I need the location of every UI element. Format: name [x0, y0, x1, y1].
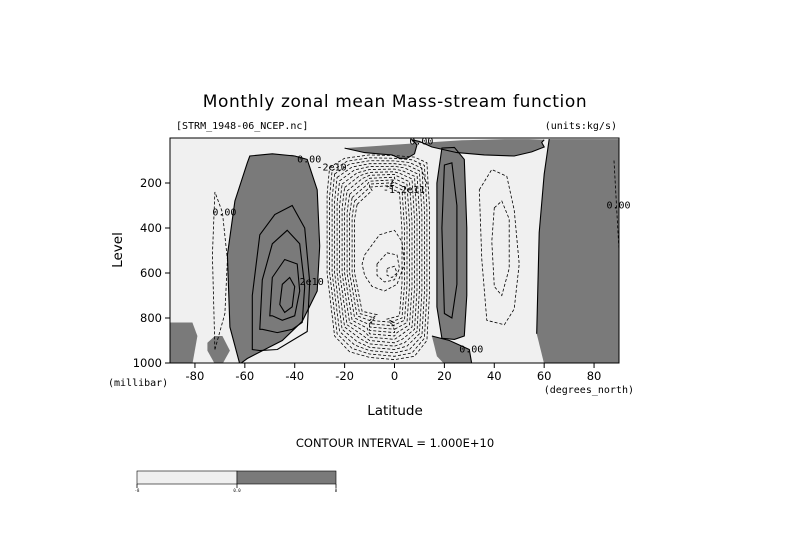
y-tick-label: 200 — [140, 176, 162, 190]
positive-region — [207, 336, 230, 363]
x-tick-label: -20 — [335, 369, 354, 383]
y-tick-label: 600 — [140, 266, 162, 280]
x-tick-label: 0 — [391, 369, 398, 383]
contour-label: 2e10 — [300, 277, 324, 288]
contour-line — [344, 138, 545, 159]
contour-line — [346, 176, 410, 334]
contour-line — [441, 162, 458, 319]
colorbar-negative-swatch — [136, 470, 238, 485]
x-axis-units: (degrees_north) — [544, 385, 634, 396]
positive-region — [556, 221, 575, 352]
units-label: (units:kg/s) — [545, 121, 617, 132]
x-tick-label: 60 — [537, 369, 552, 383]
positive-region — [436, 147, 467, 340]
contour-line — [436, 146, 468, 340]
contour-line — [334, 163, 423, 350]
x-tick-label: -40 — [285, 369, 304, 383]
file-label: [STRM_1948-06_NCEP.nc] — [176, 121, 308, 132]
contour-line — [431, 335, 473, 363]
colorbar-label: 0.0 — [233, 488, 241, 493]
contour-line — [351, 182, 405, 327]
contour-line — [251, 204, 311, 352]
contour-line — [269, 258, 301, 321]
y-axis: 200 400 600 800 1000 — [133, 176, 170, 370]
x-tick-label: -80 — [186, 369, 205, 383]
positive-region — [244, 154, 315, 356]
contour-label: 0.00 — [459, 345, 483, 356]
y-axis-units: (millibar) — [108, 378, 168, 389]
contour-line — [478, 168, 520, 326]
contour-line — [419, 162, 428, 188]
contour-line — [536, 139, 550, 334]
contour-line — [211, 191, 228, 350]
y-tick-label: 400 — [140, 221, 162, 235]
contour-layer — [211, 138, 619, 363]
contour-line — [349, 179, 408, 330]
y-tick-label: 1000 — [133, 356, 162, 370]
x-tick-label: 80 — [587, 369, 602, 383]
x-tick-label: 20 — [437, 369, 452, 383]
colorbar-label: 8 — [335, 488, 338, 493]
chart-title: Monthly zonal mean Mass-stream function — [203, 92, 587, 112]
contour-label: 0.00 — [212, 207, 236, 218]
contour-line — [491, 200, 510, 297]
x-tick-label: -60 — [235, 369, 254, 383]
positive-region — [536, 139, 619, 363]
positive-region — [170, 322, 198, 363]
contour-label: -2e10 — [317, 162, 347, 173]
y-tick-label: 800 — [140, 311, 162, 325]
contour-line — [329, 157, 428, 357]
colorbar-label: -8 — [135, 488, 140, 493]
x-tick-label: 40 — [487, 369, 502, 383]
contour-line — [336, 165, 420, 347]
contour-line — [386, 265, 398, 278]
positive-fill-layer — [170, 139, 619, 363]
y-axis-label: Level — [110, 232, 126, 268]
contour-line — [226, 153, 321, 363]
contour-line — [354, 184, 403, 323]
contour-line — [339, 168, 418, 344]
contour-line — [279, 276, 296, 314]
contour-line — [376, 252, 400, 283]
contour-interval-text: CONTOUR INTERVAL = 1.000E+10 — [296, 436, 494, 450]
contour-label: 0.00 — [297, 154, 321, 165]
contour-line — [259, 229, 306, 334]
contour-label: -1.2e11 — [383, 185, 425, 196]
contour-line — [341, 171, 415, 340]
x-axis: -80 -60 -40 -20 0 20 40 60 80 — [186, 363, 602, 383]
x-axis-label: Latitude — [367, 403, 423, 419]
contour-line — [613, 160, 619, 251]
colorbar: -8 0.0 8 — [135, 470, 338, 493]
colorbar-positive-swatch — [236, 470, 337, 485]
contour-label: 0.00 — [409, 136, 433, 147]
contour-line — [361, 229, 405, 292]
contour-line — [344, 173, 413, 337]
positive-region — [431, 336, 472, 363]
